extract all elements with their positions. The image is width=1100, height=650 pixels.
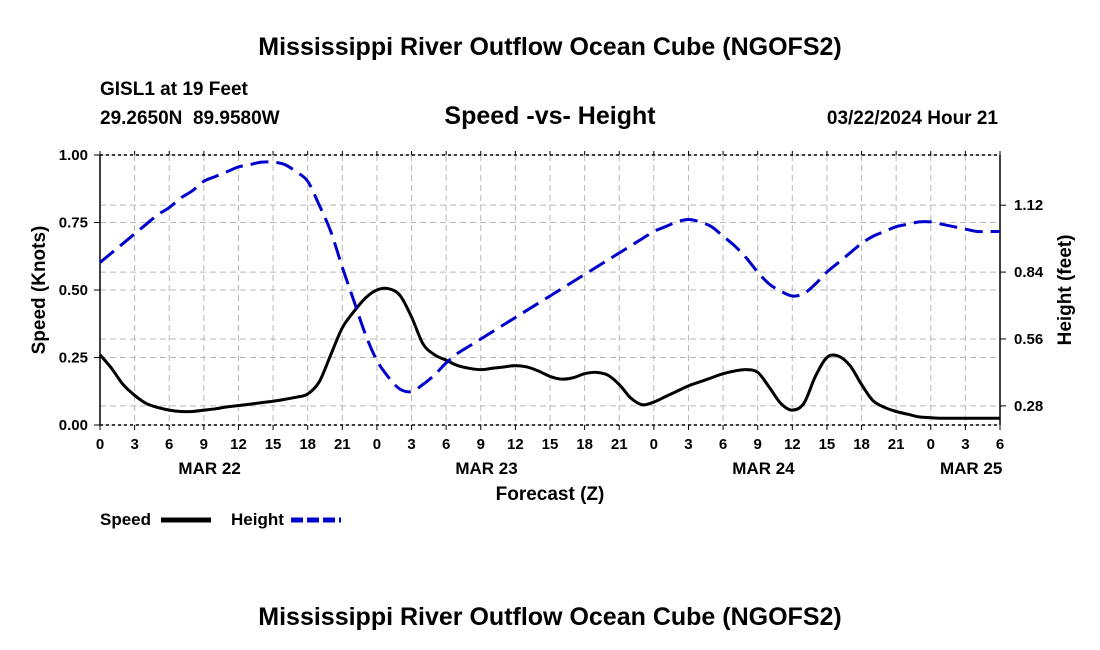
x-tick-label: 12 <box>230 436 247 453</box>
y-axis-left: 0.00 0.25 0.50 0.75 1.00 <box>59 147 100 434</box>
x-tick-label: 3 <box>961 436 969 453</box>
x-tick-label: 9 <box>200 436 208 453</box>
x-tick-label: 9 <box>754 436 762 453</box>
x-tick-label: 6 <box>442 436 450 453</box>
y-tick-label: 0.75 <box>59 215 88 232</box>
date-label: MAR 24 <box>732 459 795 478</box>
x-tick-label: 12 <box>784 436 801 453</box>
y2-axis-label: Height (feet) <box>1055 235 1076 346</box>
x-tick-label: 3 <box>407 436 415 453</box>
y-tick-label: 0.25 <box>59 350 88 367</box>
date-label: MAR 25 <box>940 459 1002 478</box>
grid <box>99 154 1001 426</box>
legend-speed-label: Speed <box>100 510 151 529</box>
y-tick-label: 1.00 <box>59 147 88 164</box>
date-labels: MAR 22 MAR 23 MAR 24 MAR 25 <box>178 459 1002 478</box>
station-coords: 29.2650N 89.9580W <box>100 108 280 129</box>
x-axis-label: Forecast (Z) <box>496 484 605 505</box>
x-axis: 0 3 6 9 12 15 18 21 0 3 6 9 12 15 18 21 0 3 6 9 12 15 18 21 0 3 6 <box>96 151 1004 453</box>
x-tick-label: 21 <box>611 436 628 453</box>
x-tick-label: 6 <box>719 436 727 453</box>
date-label: MAR 23 <box>455 459 517 478</box>
main-title: Mississippi River Outflow Ocean Cube (NG… <box>258 33 841 61</box>
forecast-time: 03/22/2024 Hour 21 <box>827 108 999 129</box>
legend-height-label: Height <box>231 510 284 529</box>
y2-tick-label: 1.12 <box>1014 197 1043 214</box>
x-tick-label: 15 <box>265 436 282 453</box>
x-tick-label: 18 <box>299 436 316 453</box>
x-tick-label: 6 <box>996 436 1004 453</box>
x-tick-label: 6 <box>165 436 173 453</box>
y-axis-right: 0.28 0.56 0.84 1.12 <box>1000 197 1044 415</box>
footer-title: Mississippi River Outflow Ocean Cube (NG… <box>258 603 841 631</box>
x-tick-label: 15 <box>819 436 836 453</box>
x-tick-label: 18 <box>576 436 593 453</box>
date-label: MAR 22 <box>178 459 240 478</box>
y2-tick-label: 0.28 <box>1014 398 1043 415</box>
chart-subtitle: Speed -vs- Height <box>444 102 656 130</box>
x-tick-label: 0 <box>650 436 658 453</box>
y-axis-label: Speed (Knots) <box>29 226 50 355</box>
x-tick-label: 3 <box>684 436 692 453</box>
series-group <box>98 160 1000 420</box>
x-tick-label: 21 <box>888 436 905 453</box>
y2-tick-label: 0.84 <box>1014 264 1044 281</box>
series-line-height <box>99 160 1000 394</box>
x-tick-label: 12 <box>507 436 524 453</box>
x-tick-label: 15 <box>542 436 559 453</box>
station-name: GISL1 at 19 Feet <box>100 79 249 100</box>
x-tick-label: 3 <box>130 436 138 453</box>
x-tick-label: 21 <box>334 436 351 453</box>
x-tick-label: 0 <box>373 436 381 453</box>
series-line-speed <box>98 286 1000 420</box>
legend: Speed Height <box>100 510 341 529</box>
x-tick-label: 0 <box>96 436 104 453</box>
x-tick-label: 18 <box>853 436 870 453</box>
y-tick-label: 0.50 <box>59 282 88 299</box>
x-tick-label: 9 <box>477 436 485 453</box>
x-tick-label: 0 <box>927 436 935 453</box>
y2-tick-label: 0.56 <box>1014 331 1043 348</box>
y-tick-label: 0.00 <box>59 417 88 434</box>
